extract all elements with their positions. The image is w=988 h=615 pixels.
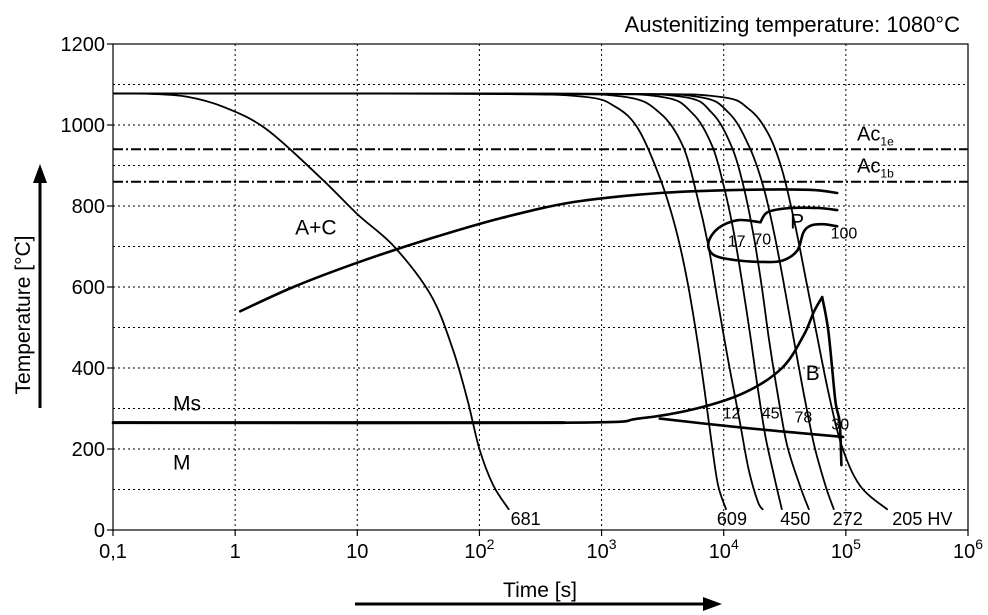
transformation-line <box>111 295 824 425</box>
phase-percentage-label: 78 <box>795 410 813 427</box>
x-tick-label: 10 <box>346 541 368 563</box>
cooling-curve <box>112 92 510 511</box>
transformation-line <box>238 188 839 313</box>
region-label: M <box>173 451 191 474</box>
hardness-label: 609 <box>717 509 747 529</box>
cooling-curve <box>112 92 889 511</box>
x-tick-label: 102 <box>464 536 494 563</box>
grid <box>113 44 968 530</box>
phase-percentage-label: 70 <box>753 231 771 248</box>
x-axis-label: Time [s] <box>503 579 577 602</box>
x-tick-label: 104 <box>709 536 739 563</box>
x-tick-label: 1 <box>230 541 241 563</box>
region-label: Ms <box>173 393 201 416</box>
transformation-line <box>658 417 845 439</box>
y-axis-label: Temperature [°C] <box>12 236 35 395</box>
y-tick-label: 600 <box>72 277 105 299</box>
y-tick-label: 0 <box>94 520 105 542</box>
y-tick-label: 1200 <box>61 34 106 56</box>
cooling-curve <box>112 92 728 511</box>
phase-percentage-label: 30 <box>831 417 849 434</box>
cooling-curve <box>112 92 810 511</box>
phase-percentage-label: 17 <box>728 234 746 251</box>
region-label: B <box>806 362 820 385</box>
phase-percentage-label: 100 <box>831 225 858 242</box>
x-tick-label: 105 <box>831 536 861 563</box>
y-axis-arrowhead <box>33 164 47 183</box>
y-tick-label: 1000 <box>61 115 106 137</box>
region-label: P <box>790 210 804 233</box>
hardness-label: 272 <box>833 509 863 529</box>
critical-temperature-label: Ac1b <box>857 156 894 181</box>
cooling-curve <box>112 92 835 511</box>
y-tick-label: 400 <box>72 358 105 380</box>
transformation-line <box>706 218 839 264</box>
y-tick-label: 200 <box>72 439 105 461</box>
chart-title: Austenitizing temperature: 1080°C <box>625 12 960 37</box>
transformation-line <box>820 295 843 467</box>
transformation-line <box>759 206 839 224</box>
x-tick-label: 103 <box>587 536 617 563</box>
phase-percentage-label: 12 <box>723 406 741 423</box>
phase-percentage-label: 45 <box>762 406 780 423</box>
region-label: A+C <box>295 216 336 239</box>
cooling-curve <box>112 92 783 511</box>
x-tick-label: 0,1 <box>99 541 127 563</box>
hardness-label: 205 HV <box>892 509 952 529</box>
x-axis-arrowhead <box>703 597 722 611</box>
hardness-label: 681 <box>511 509 541 529</box>
critical-temperature-label: Ac1e <box>857 123 894 148</box>
x-tick-label: 106 <box>953 536 983 563</box>
cooling-curve <box>112 92 764 511</box>
y-tick-label: 800 <box>72 196 105 218</box>
hardness-label: 450 <box>780 509 810 529</box>
